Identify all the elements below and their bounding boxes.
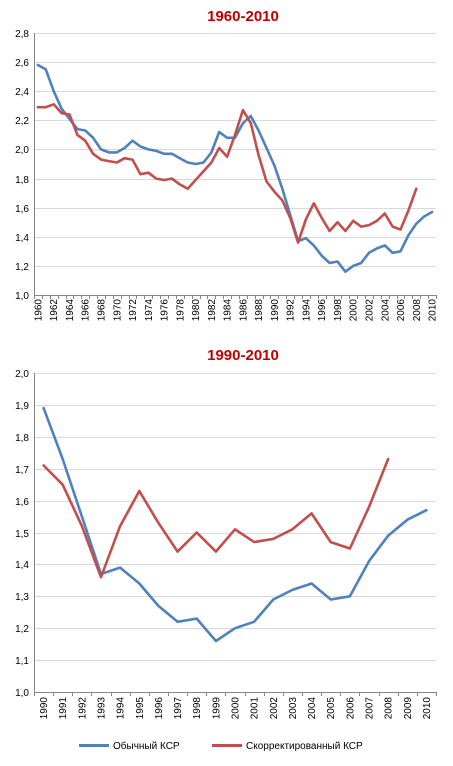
x-tick-label: 1984	[223, 299, 234, 322]
y-tick-label: 1,0	[15, 688, 29, 699]
x-tick-label: 1997	[173, 697, 184, 720]
x-tick-label: 1991	[58, 697, 69, 720]
x-tick-label: 1998	[192, 697, 203, 720]
x-tick-label: 1992	[286, 299, 297, 322]
x-tick-label: 2010	[428, 299, 439, 322]
y-tick-label: 2,6	[15, 58, 29, 69]
x-tick-label: 1982	[207, 299, 218, 322]
x-tick-label: 2000	[349, 299, 360, 322]
x-tick-label: 2001	[250, 697, 261, 720]
y-tick-label: 2,2	[15, 116, 29, 127]
legend: Обычный КСР Скорректированный КСР	[79, 740, 363, 752]
x-tick-label: 2006	[345, 697, 356, 720]
x-tick-label: 2005	[326, 697, 337, 720]
x-tick-label: 1995	[135, 697, 146, 720]
x-tick-label: 2010	[422, 697, 433, 720]
x-tick-label: 2003	[288, 697, 299, 720]
x-tick-label: 1993	[97, 697, 108, 720]
legend-label-2: Скорректированный КСР	[246, 741, 363, 752]
x-tick-label: 1970	[112, 299, 123, 322]
x-tick-label: 2008	[384, 697, 395, 720]
x-tick-label: 1978	[175, 299, 186, 322]
y-tick-label: 2,0	[15, 369, 29, 380]
x-tick-label: 1976	[160, 299, 171, 322]
y-tick-label: 1,9	[15, 401, 29, 412]
x-tick-label: 1990	[270, 299, 281, 322]
chart-1960-2010: 1960-2010 1,0 1,2 1,4 1,6 1,8 2,0 2,2 2,4 2,6 2,8 1…	[15, 8, 438, 321]
y-tick-label: 1,3	[15, 592, 29, 603]
y-tick-label: 1,8	[15, 433, 29, 444]
y-tick-label: 1,0	[15, 291, 29, 302]
chart-title: 1960-2010	[207, 8, 279, 25]
x-tick-label: 1962	[49, 299, 60, 322]
x-tick-label: 2002	[365, 299, 376, 322]
x-tick-label: 1972	[128, 299, 139, 322]
x-tick-label: 1998	[333, 299, 344, 322]
x-tick-label: 2004	[380, 299, 391, 322]
y-tick-label: 1,8	[15, 175, 29, 186]
y-tick-label: 1,1	[15, 656, 29, 667]
y-tick-label: 1,2	[15, 624, 29, 635]
x-tick-label: 1994	[301, 299, 312, 322]
y-tick-label: 2,8	[15, 29, 29, 40]
x-tick-label: 2009	[403, 697, 414, 720]
x-tick-label: 1966	[81, 299, 92, 322]
x-tick-label: 1994	[116, 697, 127, 720]
x-tick-label: 2002	[269, 697, 280, 720]
y-tick-label: 1,2	[15, 262, 29, 273]
y-tick-label: 2,0	[15, 145, 29, 156]
x-tick-label: 1968	[97, 299, 108, 322]
x-tick-label: 1964	[65, 299, 76, 322]
series-line-1	[36, 63, 434, 274]
legend-label-1: Обычный КСР	[113, 740, 180, 752]
x-tick-label: 1986	[238, 299, 249, 322]
series-line-2	[42, 457, 390, 579]
y-tick-label: 1,4	[15, 560, 29, 571]
y-tick-label: 1,6	[15, 497, 29, 508]
x-tick-label: 1999	[211, 697, 222, 720]
x-tick-label: 2004	[307, 697, 318, 720]
series-line-2	[36, 103, 418, 244]
x-tick-label: 1974	[144, 299, 155, 322]
chart-1990-2010: 1990-2010 1,0 1,1 1,2 1,3 1,4 1,5 1,6 1,7 1,8 1,9 2…	[15, 347, 437, 720]
x-tick-label: 2006	[396, 299, 407, 322]
series-line-1	[42, 406, 428, 643]
x-tick-label: 2007	[365, 697, 376, 720]
x-tick-label: 1996	[317, 299, 328, 322]
x-tick-label: 2000	[231, 697, 242, 720]
x-tick-label: 1990	[39, 697, 50, 720]
x-tick-label: 1988	[254, 299, 265, 322]
y-tick-label: 2,4	[15, 87, 29, 98]
x-tick-label: 1960	[33, 299, 44, 322]
y-tick-label: 1,5	[15, 529, 29, 540]
x-tick-label: 1980	[191, 299, 202, 322]
y-tick-label: 1,6	[15, 204, 29, 215]
chart-title: 1990-2010	[207, 347, 279, 364]
x-tick-label: 2008	[412, 299, 423, 322]
y-tick-label: 1,4	[15, 233, 29, 244]
x-tick-label: 1992	[77, 697, 88, 720]
y-tick-label: 1,7	[15, 465, 29, 476]
x-tick-label: 1996	[154, 697, 165, 720]
